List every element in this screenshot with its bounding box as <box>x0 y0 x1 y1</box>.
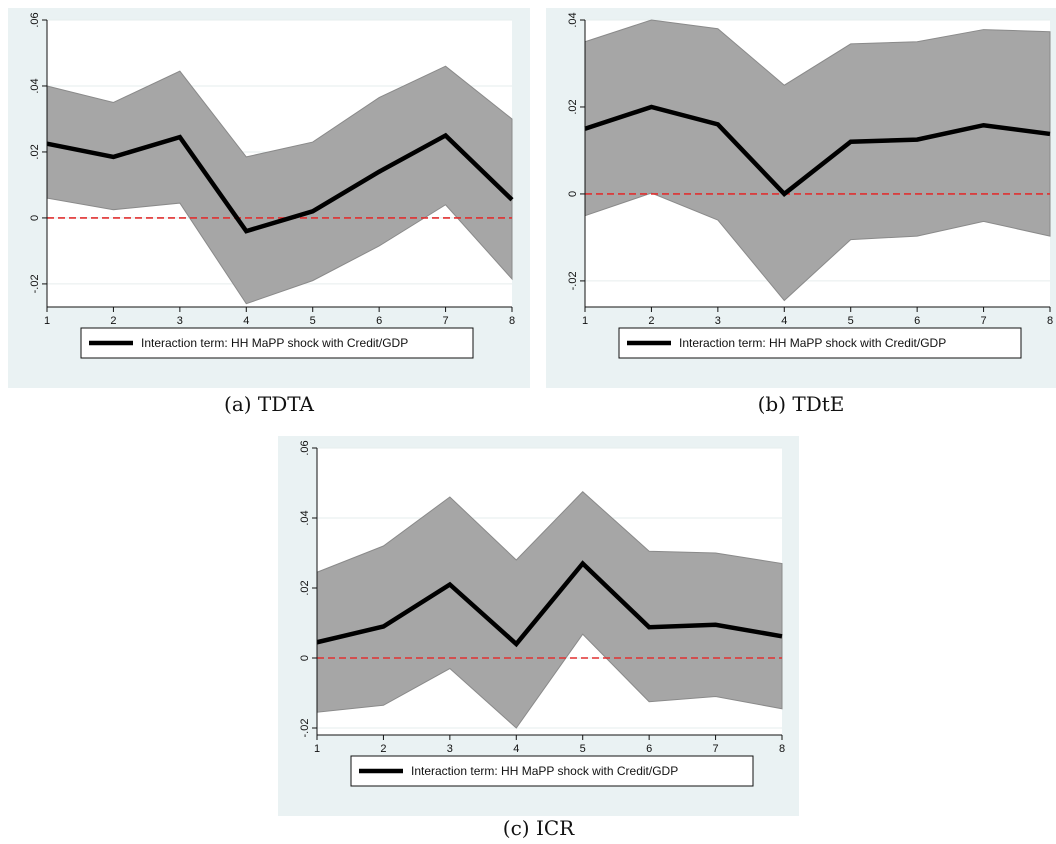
x-tick-label: 3 <box>177 315 183 327</box>
y-tick-label: .04 <box>29 78 41 93</box>
x-tick-label: 4 <box>781 315 787 327</box>
chart-svg-c: -.020.02.04.0612345678QuartersInteractio… <box>299 440 785 787</box>
confidence-band <box>46 65 513 305</box>
legend-box <box>618 327 1022 359</box>
x-tick-label: 2 <box>648 315 654 327</box>
y-tick-label: 0 <box>299 655 311 661</box>
legend-label: Interaction term: HH MaPP shock with Cre… <box>141 336 408 350</box>
x-tick-label: 8 <box>1047 315 1053 327</box>
y-tick-label: .02 <box>299 580 311 595</box>
x-tick-label: 6 <box>914 315 920 327</box>
y-tick-label: .04 <box>567 12 579 27</box>
legend-label: Interaction term: HH MaPP shock with Cre… <box>411 764 678 778</box>
x-tick-label: 7 <box>713 743 719 755</box>
chart-svg-a: -.020.02.04.0612345678QuartersInteractio… <box>29 12 515 359</box>
x-tick-label: 8 <box>509 315 515 327</box>
caption-b: (b) TDtE <box>757 392 845 416</box>
y-tick-label: .02 <box>29 144 41 159</box>
x-tick-label: 5 <box>310 315 316 327</box>
x-tick-label: 2 <box>380 743 386 755</box>
x-tick-label: 7 <box>981 315 987 327</box>
x-tick-label: 7 <box>443 315 449 327</box>
series-line <box>46 132 514 234</box>
legend-label: Interaction term: HH MaPP shock with Cre… <box>679 336 946 350</box>
x-tick-label: 5 <box>848 315 854 327</box>
caption-c: (c) ICR <box>502 816 575 840</box>
legend-box <box>350 755 754 787</box>
y-tick-label: .06 <box>29 12 41 27</box>
y-tick-label: -.02 <box>29 274 41 293</box>
y-tick-label: 0 <box>567 191 579 197</box>
y-tick-label: .06 <box>299 440 311 455</box>
y-tick-label: -.02 <box>567 271 579 290</box>
confidence-band <box>316 491 783 729</box>
chart-svg-b: -.020.02.0412345678QuartersInteraction t… <box>567 12 1053 359</box>
series-line <box>316 560 783 648</box>
y-tick-label: -.02 <box>299 719 311 738</box>
x-tick-label: 2 <box>110 315 116 327</box>
y-tick-label: .04 <box>299 510 311 525</box>
y-tick-label: .02 <box>567 99 579 114</box>
chart-panel-c: -.020.02.04.0612345678QuartersInteractio… <box>278 436 799 816</box>
chart-panel-a: -.020.02.04.0612345678QuartersInteractio… <box>8 8 530 388</box>
legend-box <box>80 327 474 359</box>
confidence-band <box>584 19 1051 302</box>
x-tick-label: 6 <box>646 743 652 755</box>
x-tick-label: 3 <box>447 743 453 755</box>
x-tick-label: 1 <box>44 315 50 327</box>
x-tick-label: 4 <box>243 315 249 327</box>
x-tick-label: 3 <box>715 315 721 327</box>
x-tick-label: 8 <box>779 743 785 755</box>
x-tick-label: 1 <box>582 315 588 327</box>
chart-panel-b: -.020.02.0412345678QuartersInteraction t… <box>546 8 1056 388</box>
x-tick-label: 6 <box>376 315 382 327</box>
x-tick-label: 4 <box>513 743 519 755</box>
caption-a: (a) TDTA <box>224 392 314 416</box>
y-tick-label: 0 <box>29 215 41 221</box>
x-tick-label: 5 <box>580 743 586 755</box>
series-line <box>584 104 1051 197</box>
x-tick-label: 1 <box>314 743 320 755</box>
